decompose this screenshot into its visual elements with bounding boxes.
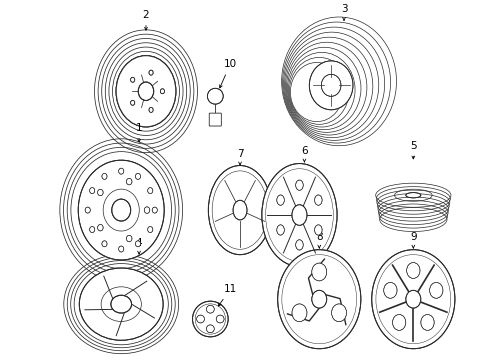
Ellipse shape [135, 241, 141, 247]
Ellipse shape [384, 282, 397, 298]
Ellipse shape [131, 100, 135, 105]
Ellipse shape [206, 305, 214, 313]
Ellipse shape [79, 268, 163, 340]
Ellipse shape [126, 235, 132, 242]
Ellipse shape [406, 193, 421, 198]
Ellipse shape [421, 315, 434, 330]
Ellipse shape [406, 290, 421, 308]
Ellipse shape [138, 82, 154, 100]
Ellipse shape [295, 240, 303, 250]
Ellipse shape [135, 174, 141, 179]
Ellipse shape [90, 226, 95, 233]
Text: 5: 5 [410, 141, 416, 159]
Ellipse shape [208, 166, 272, 255]
Text: 9: 9 [410, 232, 416, 248]
Text: 6: 6 [301, 146, 308, 162]
Ellipse shape [193, 301, 228, 337]
Ellipse shape [126, 178, 132, 185]
Ellipse shape [131, 77, 135, 82]
Text: 1: 1 [136, 123, 143, 142]
Ellipse shape [292, 205, 307, 225]
Ellipse shape [102, 174, 107, 179]
Text: 2: 2 [143, 10, 149, 30]
FancyBboxPatch shape [209, 113, 221, 126]
Ellipse shape [85, 207, 90, 213]
Ellipse shape [292, 304, 307, 322]
Ellipse shape [102, 241, 107, 247]
Ellipse shape [149, 70, 153, 75]
Ellipse shape [119, 246, 124, 252]
Ellipse shape [315, 195, 322, 205]
Text: 7: 7 [237, 149, 244, 165]
Text: 8: 8 [316, 232, 322, 248]
Text: 4: 4 [136, 238, 143, 254]
Ellipse shape [119, 168, 124, 174]
Ellipse shape [116, 56, 176, 127]
Ellipse shape [295, 180, 303, 190]
Ellipse shape [277, 195, 284, 205]
Ellipse shape [278, 250, 361, 349]
Ellipse shape [160, 89, 165, 94]
Ellipse shape [309, 61, 353, 110]
Ellipse shape [90, 188, 95, 194]
Ellipse shape [392, 315, 406, 330]
Ellipse shape [233, 200, 247, 220]
Ellipse shape [312, 263, 327, 281]
Ellipse shape [152, 207, 157, 213]
Ellipse shape [196, 315, 204, 323]
Ellipse shape [216, 315, 224, 323]
Ellipse shape [277, 225, 284, 235]
Ellipse shape [321, 74, 341, 96]
Ellipse shape [98, 189, 103, 196]
Ellipse shape [147, 226, 153, 233]
Ellipse shape [262, 163, 337, 266]
Ellipse shape [78, 160, 164, 260]
Ellipse shape [112, 199, 131, 221]
Text: 10: 10 [220, 59, 237, 88]
Ellipse shape [147, 188, 153, 194]
Ellipse shape [206, 325, 214, 333]
Ellipse shape [332, 304, 346, 322]
Ellipse shape [315, 225, 322, 235]
Ellipse shape [144, 207, 150, 213]
Ellipse shape [98, 224, 103, 231]
Ellipse shape [111, 295, 132, 313]
Text: 11: 11 [219, 284, 237, 306]
Ellipse shape [430, 282, 443, 298]
Text: 3: 3 [341, 4, 347, 20]
Ellipse shape [149, 107, 153, 112]
Ellipse shape [407, 262, 420, 278]
Ellipse shape [207, 88, 223, 104]
Ellipse shape [372, 250, 455, 349]
Ellipse shape [312, 290, 327, 308]
